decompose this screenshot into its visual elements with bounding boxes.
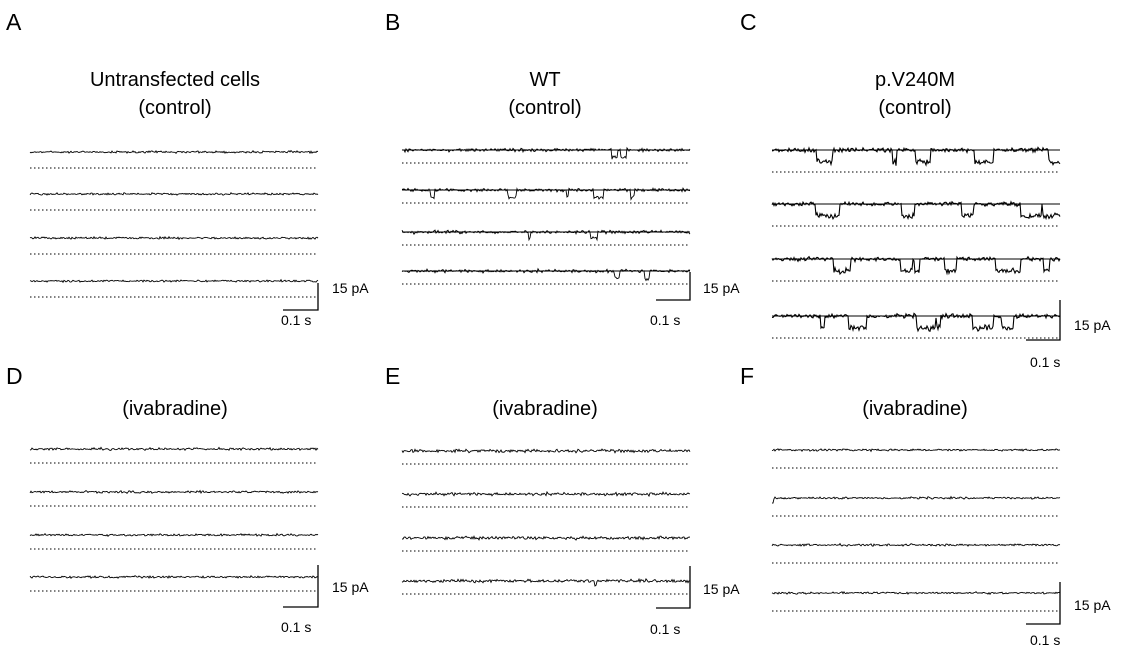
panel-e-scalebar (656, 566, 691, 609)
scale-bar (1026, 582, 1061, 625)
panel-c-time-scale: 0.1 s (1030, 354, 1060, 370)
current-trace (29, 446, 319, 452)
panel-a-title: Untransfected cells (90, 69, 260, 91)
current-trace (771, 255, 1061, 276)
current-trace (771, 542, 1061, 547)
panel-f-scalebar (1026, 582, 1061, 625)
current-trace (29, 489, 319, 495)
panel-b-letter: B (385, 9, 400, 35)
panel-a-current-scale: 15 pA (332, 280, 369, 296)
panel-e-current-scale: 15 pA (703, 581, 740, 597)
panel-f-traces (771, 448, 1061, 612)
current-trace (29, 575, 319, 579)
current-trace (401, 448, 691, 454)
panel-a-subtitle: (control) (138, 97, 211, 119)
scale-bar (1026, 300, 1061, 341)
current-trace (771, 495, 1061, 504)
panel-f: F (ivabradine) 15 pA 0.1 s (740, 363, 1111, 648)
panel-b-subtitle: (control) (508, 97, 581, 119)
panel-d-subtitle: (ivabradine) (122, 398, 228, 420)
panel-a-time-scale: 0.1 s (281, 312, 311, 328)
panel-f-time-scale: 0.1 s (1030, 632, 1060, 648)
panel-c-current-scale: 15 pA (1074, 317, 1111, 333)
panel-d-current-scale: 15 pA (332, 579, 369, 595)
panel-b-current-scale: 15 pA (703, 280, 740, 296)
panel-e-letter: E (385, 363, 400, 389)
panel-f-current-scale: 15 pA (1074, 597, 1111, 613)
panel-d: D (ivabradine) 15 pA 0.1 s (6, 363, 369, 635)
current-trace (401, 490, 691, 498)
current-trace (771, 448, 1061, 453)
panel-d-traces (29, 446, 319, 592)
scale-bar (656, 272, 691, 301)
current-trace (401, 146, 691, 160)
panel-a-scalebar (283, 283, 319, 311)
panel-c-scalebar (1026, 300, 1061, 341)
current-trace (401, 535, 691, 541)
current-trace (771, 590, 1061, 596)
current-trace (29, 235, 319, 241)
panel-e-time-scale: 0.1 s (650, 621, 680, 637)
panel-c: C p.V240M (control) 15 pA 0.1 s (740, 9, 1111, 370)
panel-b-traces (401, 146, 691, 285)
panel-f-subtitle: (ivabradine) (862, 398, 968, 420)
panel-a-letter: A (6, 9, 22, 35)
current-trace (401, 577, 691, 587)
panel-d-letter: D (6, 363, 23, 389)
scale-bar (283, 565, 319, 608)
panel-e-traces (401, 448, 691, 595)
panel-e-subtitle: (ivabradine) (492, 398, 598, 420)
panel-f-letter: F (740, 363, 754, 389)
current-trace (29, 278, 319, 284)
panel-c-title: p.V240M (875, 69, 955, 91)
panel-a-traces (29, 149, 319, 298)
panel-c-letter: C (740, 9, 757, 35)
scale-bar (656, 566, 691, 609)
panel-b-time-scale: 0.1 s (650, 312, 680, 328)
panel-b-title: WT (529, 69, 560, 91)
panel-b: B WT (control) 15 pA 0.1 s (385, 9, 740, 328)
panel-d-time-scale: 0.1 s (281, 619, 311, 635)
current-trace (29, 191, 319, 196)
panel-c-subtitle: (control) (878, 97, 951, 119)
panel-c-traces (771, 146, 1061, 339)
panel-d-scalebar (283, 565, 319, 608)
panel-b-scalebar (656, 272, 691, 301)
panel-a: A Untransfected cells (control) 15 pA 0.… (6, 9, 369, 328)
panel-e: E (ivabradine) 15 pA 0.1 s (385, 363, 740, 637)
current-trace (772, 146, 1061, 167)
current-trace (29, 149, 319, 155)
current-trace (29, 532, 319, 538)
scale-bar (283, 283, 319, 311)
